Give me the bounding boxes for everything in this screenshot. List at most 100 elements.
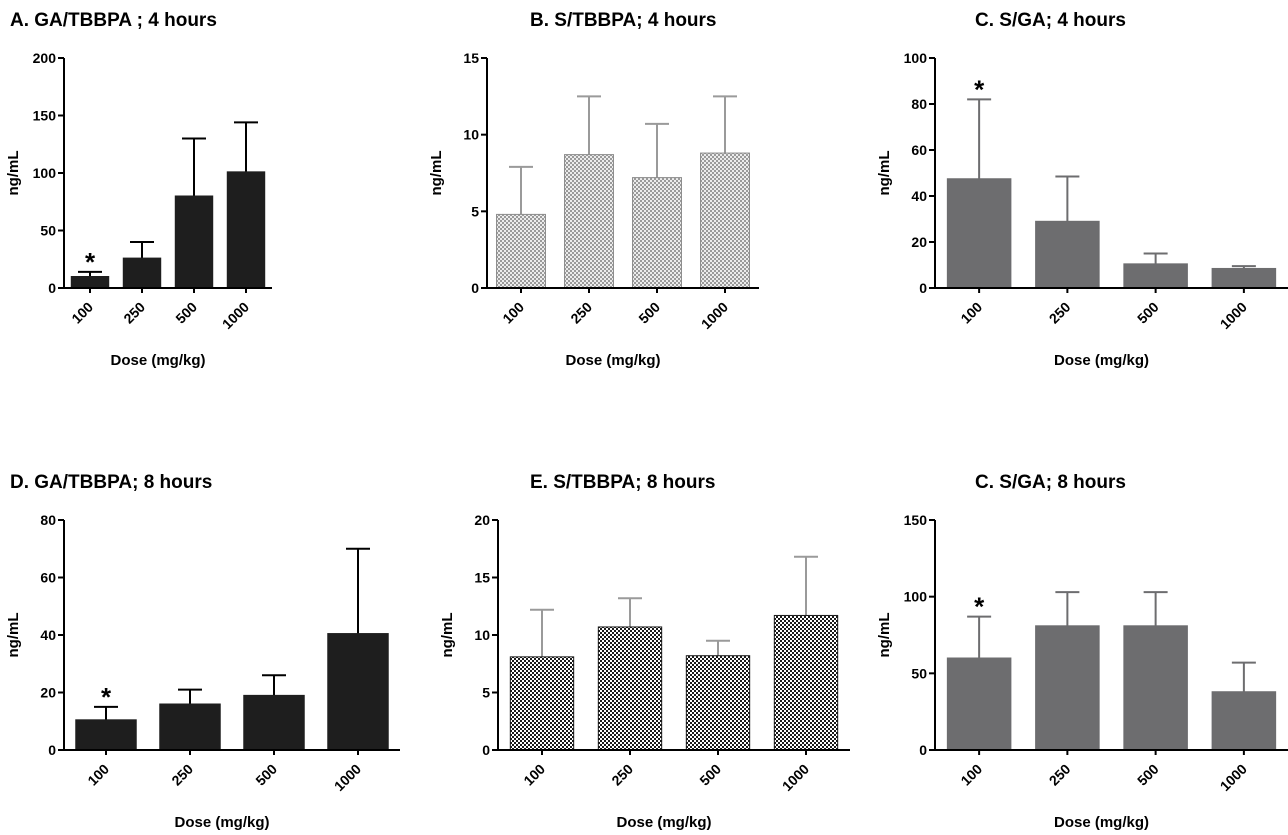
y-tick-label: 200 (33, 50, 57, 66)
x-tick-label: 500 (1134, 299, 1162, 327)
bar (327, 633, 389, 751)
x-tick-label: 250 (168, 761, 196, 789)
x-tick-label: 100 (520, 761, 548, 789)
y-tick-label: 20 (474, 512, 490, 528)
x-tick-label: 500 (696, 761, 724, 789)
y-tick-label: 40 (40, 627, 56, 643)
chart-panel: C. S/GA; 4 hours * 100 250 500 1000 0 20 40 60 80 1… (876, 10, 1288, 369)
bar (946, 178, 1012, 289)
bar (509, 656, 575, 751)
bar (1123, 263, 1188, 289)
y-tick-label: 50 (911, 665, 927, 681)
chart-title: C. S/GA; 4 hours (975, 10, 1126, 31)
x-tick-label: 1000 (331, 761, 364, 794)
y-tick-label: 0 (48, 742, 56, 758)
y-axis-label: ng/mL (428, 151, 445, 196)
bar (564, 154, 614, 289)
bar (174, 195, 214, 289)
significance-marker: * (101, 682, 112, 712)
bar (946, 657, 1012, 751)
y-axis-label: ng/mL (876, 613, 893, 658)
x-tick-label: 1000 (1217, 761, 1250, 794)
x-tick-label: 250 (608, 761, 636, 789)
x-tick-label: 250 (1046, 761, 1074, 789)
chart-title: D. GA/TBBPA; 8 hours (10, 472, 212, 493)
x-tick-label: 100 (84, 761, 112, 789)
y-tick-label: 5 (482, 685, 490, 701)
chart-panel: D. GA/TBBPA; 8 hours * 100 250 500 1000 0 20 40 6… (5, 472, 400, 831)
x-tick-label: 1000 (219, 299, 252, 332)
y-tick-label: 10 (474, 627, 490, 643)
x-tick-label: 1000 (698, 299, 731, 332)
x-axis-label: Dose (mg/kg) (616, 814, 711, 831)
bar (122, 257, 162, 289)
y-tick-label: 40 (911, 188, 927, 204)
x-tick-label: 250 (120, 299, 148, 327)
x-axis-label: Dose (mg/kg) (565, 352, 660, 369)
y-tick-label: 80 (911, 96, 927, 112)
x-tick-label: 1000 (779, 761, 812, 794)
x-tick-label: 500 (1134, 761, 1162, 789)
y-tick-label: 0 (482, 742, 490, 758)
y-tick-label: 150 (33, 108, 57, 124)
bar (700, 152, 750, 289)
chart-title: E. S/TBBPA; 8 hours (530, 472, 715, 493)
y-axis-label: ng/mL (439, 613, 456, 658)
chart-panel: E. S/TBBPA; 8 hours 100 250 500 1000 0 5 10 15 20… (439, 472, 850, 831)
bar (496, 213, 546, 289)
y-tick-label: 20 (911, 234, 927, 250)
x-tick-label: 100 (68, 299, 96, 327)
x-tick-label: 500 (252, 761, 280, 789)
y-axis-label: ng/mL (5, 613, 22, 658)
y-tick-label: 5 (471, 203, 479, 219)
x-tick-label: 100 (499, 299, 527, 327)
x-axis-label: Dose (mg/kg) (110, 352, 205, 369)
bar (597, 626, 663, 751)
x-axis-label: Dose (mg/kg) (1054, 352, 1149, 369)
y-tick-label: 100 (904, 589, 928, 605)
y-tick-label: 10 (463, 127, 479, 143)
x-tick-label: 250 (1046, 299, 1074, 327)
x-tick-label: 100 (957, 761, 985, 789)
y-tick-label: 0 (919, 280, 927, 296)
significance-marker: * (85, 247, 96, 277)
y-tick-label: 0 (919, 742, 927, 758)
y-tick-label: 15 (463, 50, 479, 66)
x-axis-label: Dose (mg/kg) (1054, 814, 1149, 831)
bar (75, 719, 137, 751)
x-tick-label: 100 (957, 299, 985, 327)
bar (1123, 625, 1188, 751)
y-tick-label: 150 (904, 512, 928, 528)
bar (1211, 691, 1277, 751)
bar (159, 703, 221, 751)
x-tick-label: 500 (635, 299, 663, 327)
y-tick-label: 50 (40, 223, 56, 239)
bar (70, 276, 110, 289)
y-tick-label: 100 (33, 165, 57, 181)
y-tick-label: 20 (40, 685, 56, 701)
bar (243, 694, 305, 751)
x-tick-label: 1000 (1217, 299, 1250, 332)
y-tick-label: 15 (474, 570, 490, 586)
bar (1035, 625, 1100, 751)
y-tick-label: 0 (48, 280, 56, 296)
y-axis-label: ng/mL (5, 151, 22, 196)
significance-marker: * (974, 592, 985, 622)
bar (632, 177, 682, 289)
chart-title: C. S/GA; 8 hours (975, 472, 1126, 493)
bar (226, 171, 266, 289)
bar (1035, 220, 1100, 289)
x-tick-label: 250 (567, 299, 595, 327)
y-tick-label: 60 (40, 570, 56, 586)
chart-panel: C. S/GA; 8 hours * 100 250 500 1000 0 50 100 150 n… (876, 472, 1288, 831)
y-tick-label: 60 (911, 142, 927, 158)
chart-panel: A. GA/TBBPA ; 4 hours * 100 250 500 1000 0 50 10… (5, 10, 272, 369)
bar (1211, 267, 1277, 289)
y-tick-label: 80 (40, 512, 56, 528)
bar (685, 655, 751, 751)
chart-title: A. GA/TBBPA ; 4 hours (10, 10, 217, 31)
x-axis-label: Dose (mg/kg) (174, 814, 269, 831)
chart-panel: B. S/TBBPA; 4 hours 100 250 500 1000 0 5 10 15 ng… (428, 10, 759, 369)
y-tick-label: 0 (471, 280, 479, 296)
